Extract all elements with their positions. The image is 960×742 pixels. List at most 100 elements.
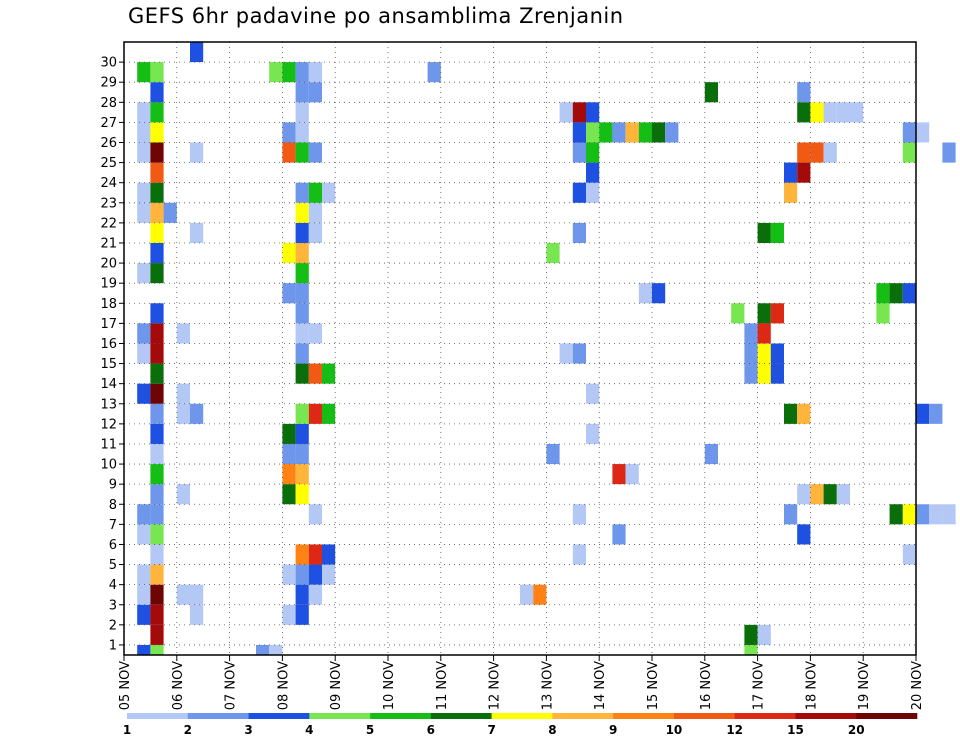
heatmap-cell [902, 504, 916, 525]
chart-title: GEFS 6hr padavine po ansamblima Zrenjani… [128, 4, 624, 28]
x-tick-label: 18 NOV [804, 661, 819, 710]
y-tick-label: 28 [100, 96, 117, 111]
heatmap-cell [190, 42, 204, 63]
colorbar-label: 4 [305, 723, 313, 737]
heatmap-cell [150, 644, 164, 655]
heatmap-cell [150, 383, 164, 404]
y-tick-label: 3 [109, 598, 117, 613]
colorbar-label: 15 [787, 723, 804, 737]
heatmap-cell [150, 182, 164, 203]
colorbar-label: 12 [726, 723, 743, 737]
heatmap-cell [137, 62, 151, 83]
heatmap-cell [546, 242, 560, 264]
colorbar-swatch [491, 713, 553, 719]
x-tick-label: 06 NOV [171, 661, 186, 710]
heatmap-cell [770, 222, 784, 243]
heatmap-cell [322, 403, 336, 424]
heatmap-cell [295, 263, 309, 284]
heatmap-cell [150, 102, 164, 123]
heatmap-cell [295, 102, 309, 123]
heatmap-cell [572, 222, 586, 243]
y-tick-label: 10 [100, 458, 117, 473]
y-tick-label: 11 [100, 437, 117, 452]
axes: 1234567891011121314151617181920212223242… [100, 41, 925, 710]
heatmap-cell [586, 142, 600, 163]
heatmap-cell [638, 283, 652, 304]
heatmap-cell [770, 303, 784, 324]
heatmap-cell [308, 363, 322, 384]
heatmap-cell [282, 62, 296, 83]
heatmap-cell [150, 242, 164, 264]
heatmap-cell [322, 544, 336, 565]
heatmap-cell [269, 62, 283, 83]
heatmap-cell [256, 644, 270, 655]
heatmap-cell [190, 584, 204, 605]
heatmap-cell [150, 604, 164, 625]
colorbar-swatch [552, 713, 614, 719]
heatmap-cell [137, 323, 151, 344]
heatmap-cell [295, 584, 309, 605]
heatmap-cell [176, 323, 190, 344]
heatmap-cell [282, 484, 296, 505]
x-tick-label: 09 NOV [329, 661, 344, 710]
heatmap-cell [150, 162, 164, 183]
heatmap-cell [902, 544, 916, 565]
heatmap-cell [784, 162, 798, 183]
colorbar-swatch [309, 713, 371, 719]
heatmap-cell [322, 363, 336, 384]
heatmap-cell [295, 303, 309, 324]
heatmap-cell [929, 403, 943, 424]
colorbar-label: 6 [427, 723, 435, 737]
heatmap-cell [282, 423, 296, 444]
heatmap-cell [150, 202, 164, 223]
y-tick-label: 8 [109, 498, 117, 513]
colorbar-label: 1 [123, 723, 131, 737]
colorbar-label: 20 [848, 723, 865, 737]
x-tick-label: 15 NOV [646, 661, 661, 710]
x-tick-label: 08 NOV [276, 661, 291, 710]
heatmap-cell [176, 484, 190, 505]
x-tick-label: 05 NOV [118, 661, 133, 710]
y-tick-label: 27 [100, 116, 117, 131]
heatmap-cell [625, 122, 639, 143]
y-tick-label: 25 [100, 156, 117, 171]
heatmap-cell [137, 524, 151, 545]
heatmap-cell [889, 283, 903, 304]
colorbar-label: 5 [366, 723, 374, 737]
colorbar-swatch [127, 713, 189, 719]
heatmap-cell [150, 263, 164, 284]
heatmap-cell [797, 142, 811, 163]
y-tick-label: 22 [100, 216, 117, 231]
heatmap-cell [652, 283, 666, 304]
heatmap-cell [295, 443, 309, 465]
heatmap-cell [308, 584, 322, 605]
y-tick-label: 14 [100, 377, 117, 392]
heatmap-cell [176, 383, 190, 404]
heatmap-cell [797, 403, 811, 424]
heatmap-cell [295, 403, 309, 424]
heatmap-cell [836, 102, 850, 123]
heatmap-cell [572, 182, 586, 203]
heatmap-cell [150, 403, 164, 424]
heatmap-cell [929, 504, 943, 525]
plot-frame [123, 41, 917, 656]
heatmap-cell [150, 222, 164, 243]
heatmap-cell [282, 464, 296, 485]
heatmap-cell [150, 423, 164, 444]
grid-lines [124, 42, 916, 655]
heatmap-cell [150, 142, 164, 163]
y-tick-label: 5 [109, 558, 117, 573]
heatmap-cell [916, 403, 930, 424]
heatmap-cell [137, 142, 151, 163]
heatmap-cell [308, 323, 322, 344]
heatmap-cell [150, 82, 164, 103]
colorbar-swatch [673, 713, 735, 719]
x-tick-label: 20 NOV [910, 661, 925, 710]
heatmap-cell [850, 102, 864, 123]
heatmap-cell [295, 62, 309, 83]
heatmap-cell [797, 162, 811, 183]
heatmap-cell [586, 122, 600, 143]
heatmap-cell [638, 122, 652, 143]
heatmap-cell [150, 484, 164, 505]
